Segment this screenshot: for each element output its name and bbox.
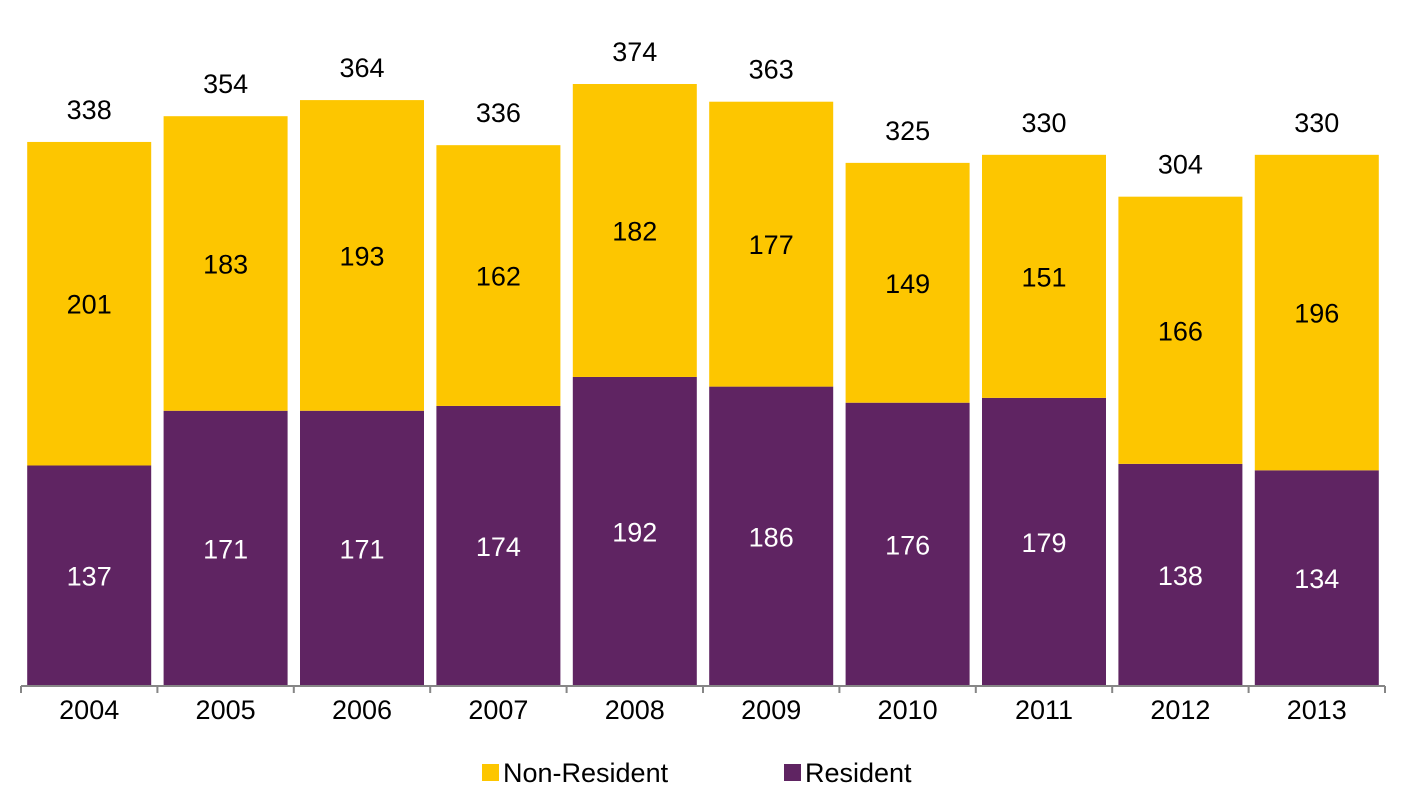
bar-non-resident-2010 [845,162,970,403]
label-total-2010: 325 [885,116,930,146]
bar-non-resident-2012 [1118,196,1243,464]
label-non-resident-2009: 177 [749,230,794,260]
bar-resident-2013 [1254,470,1379,686]
label-total-2009: 363 [749,55,794,85]
label-resident-2004: 137 [67,562,112,592]
label-resident-2007: 174 [476,532,521,562]
label-total-2006: 364 [339,53,384,83]
label-non-resident-2006: 193 [339,241,384,271]
label-non-resident-2005: 183 [203,249,248,279]
label-total-2004: 338 [67,95,112,125]
bar-resident-2012 [1118,463,1243,686]
label-resident-2008: 192 [612,517,657,547]
bar-resident-2010 [845,402,970,686]
x-tick-label-2006: 2006 [332,695,392,725]
bars-group [27,84,1379,686]
label-total-2005: 354 [203,69,248,99]
x-axis: 2004 2005 2006 2007 2008 2009 2010 2011 2012 2013 [20,685,1386,725]
bar-non-resident-2013 [1254,154,1379,471]
bar-non-resident-2008 [572,84,697,377]
label-non-resident-2010: 149 [885,269,930,299]
bar-non-resident-2009 [709,101,834,387]
label-non-resident-2011: 151 [1021,262,1066,292]
label-resident-2009: 186 [749,522,794,552]
label-non-resident-2007: 162 [476,262,521,292]
x-tick-label-2011: 2011 [1015,695,1073,725]
x-tick-label-2007: 2007 [468,695,528,725]
label-total-2011: 330 [1021,108,1066,138]
legend-label-non-resident: Non-Resident [503,758,669,788]
legend-swatch-resident [784,764,801,781]
label-total-2012: 304 [1158,150,1203,180]
legend-swatch-non-resident [482,764,499,781]
data-labels-group: 137 201 338 171 183 354 171 193 364 174 162 336 192 1… [67,37,1340,594]
bar-resident-2011 [982,397,1106,686]
label-total-2008: 374 [612,37,657,67]
legend-label-resident: Resident [805,758,912,788]
label-non-resident-2008: 182 [612,216,657,246]
label-non-resident-2004: 201 [67,290,112,320]
bar-resident-2004 [27,465,152,686]
x-tick-label-2010: 2010 [878,695,938,725]
bar-non-resident-2011 [982,154,1106,398]
bar-non-resident-2005 [163,116,288,411]
x-tick-label-2012: 2012 [1150,695,1210,725]
bar-resident-2006 [300,410,424,686]
x-tick-label-2013: 2013 [1287,695,1347,725]
label-resident-2005: 171 [203,534,248,564]
x-tick-label-2009: 2009 [741,695,801,725]
label-non-resident-2013: 196 [1294,299,1339,329]
label-resident-2013: 134 [1294,564,1339,594]
bar-non-resident-2004 [27,141,152,466]
bar-resident-2007 [436,405,561,686]
bar-resident-2005 [163,410,288,686]
legend: Non-Resident Resident [482,758,912,788]
bar-non-resident-2007 [436,145,561,406]
label-resident-2006: 171 [339,534,384,564]
label-resident-2010: 176 [885,530,930,560]
bar-resident-2008 [572,376,697,686]
bar-resident-2009 [709,386,834,686]
x-tick-label-2005: 2005 [196,695,256,725]
label-total-2013: 330 [1294,108,1339,138]
bar-non-resident-2006 [300,100,424,411]
label-resident-2011: 179 [1021,528,1066,558]
x-tick-label-2008: 2008 [605,695,665,725]
label-total-2007: 336 [476,98,521,128]
label-resident-2012: 138 [1158,561,1203,591]
label-non-resident-2012: 166 [1158,316,1203,346]
x-tick-label-2004: 2004 [59,695,119,725]
